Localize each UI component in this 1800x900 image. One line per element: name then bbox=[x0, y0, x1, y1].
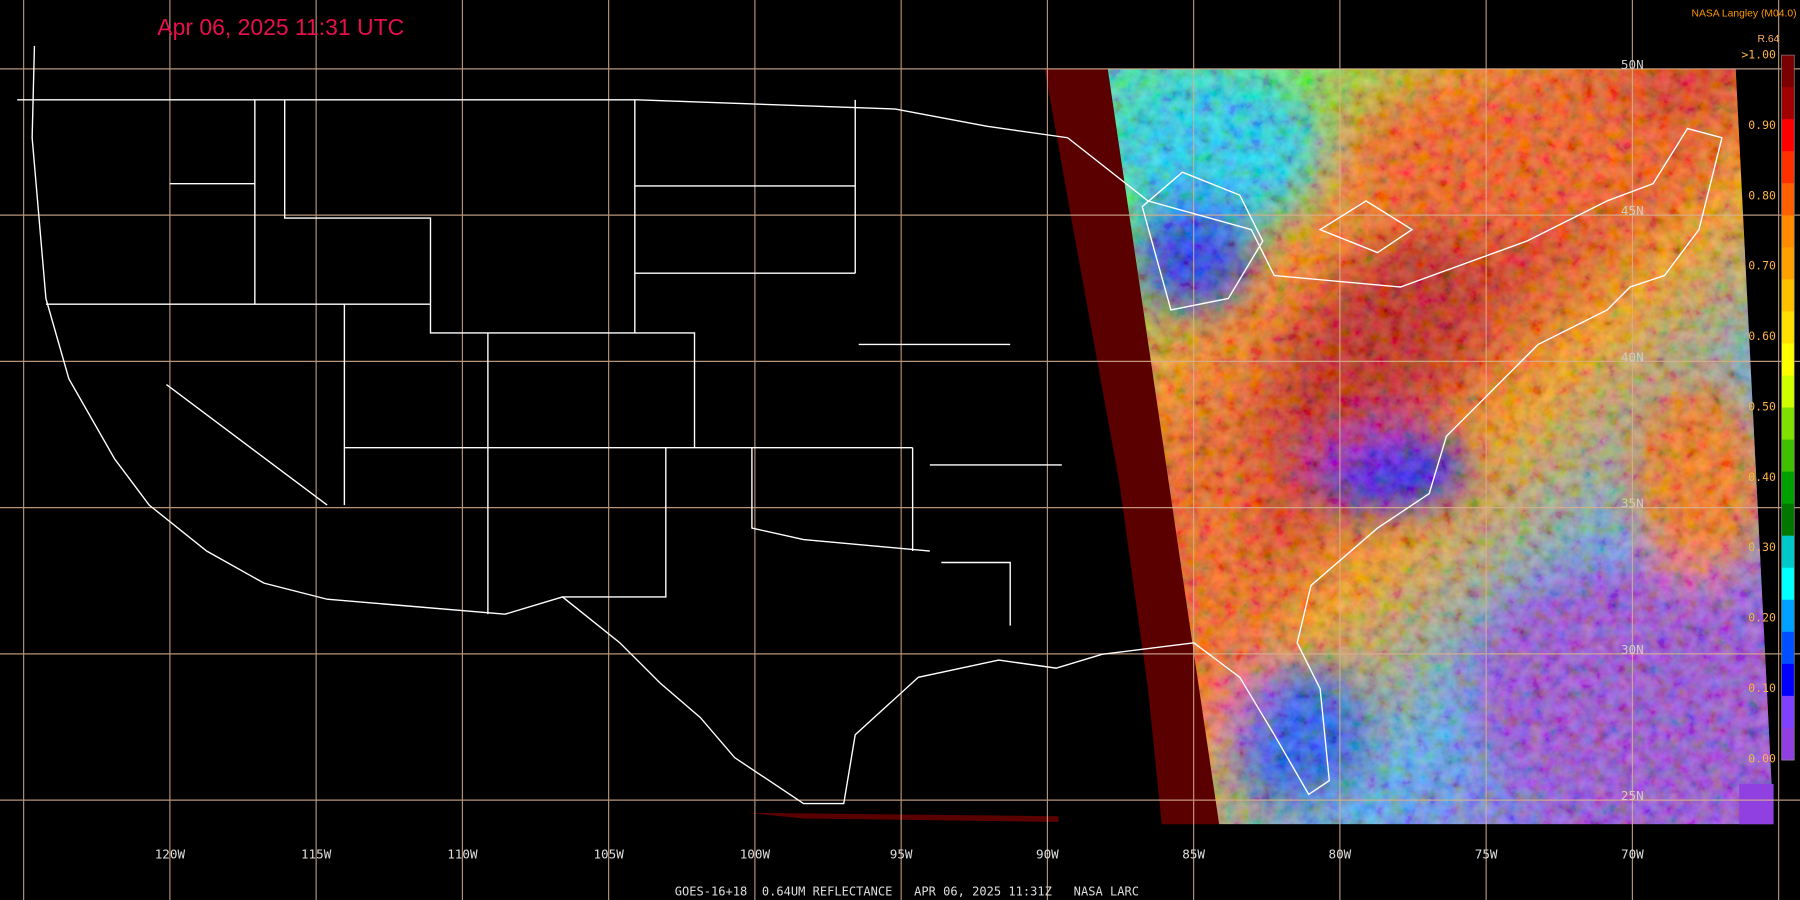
colorbar-segment bbox=[1781, 503, 1795, 537]
source-label: NASA Langley (M04.0) bbox=[1691, 9, 1796, 20]
colorbar-label: 0.70 bbox=[1748, 259, 1776, 273]
longitude-label: 105W bbox=[593, 847, 624, 862]
colorbar-segment bbox=[1781, 567, 1795, 601]
colorbar-segment bbox=[1781, 695, 1795, 729]
colorbar-segment bbox=[1781, 215, 1795, 248]
colorbar-label: 0.50 bbox=[1748, 399, 1776, 413]
colorbar-segment bbox=[1781, 311, 1795, 345]
colorbar-segment bbox=[1781, 183, 1795, 216]
colorbar-segment bbox=[1781, 663, 1795, 697]
colorbar-segment bbox=[1781, 631, 1795, 665]
colorbar-label: 0.20 bbox=[1748, 611, 1776, 625]
no-data-region bbox=[1044, 68, 1220, 825]
colorbar-label: 0.80 bbox=[1748, 188, 1776, 202]
colorbar-label: 0.90 bbox=[1748, 118, 1776, 132]
colorbar-segment bbox=[1781, 599, 1795, 633]
colorbar-segment bbox=[1781, 279, 1795, 312]
product-label: R.64 bbox=[1758, 34, 1780, 45]
longitude-label: 115W bbox=[301, 847, 332, 862]
footer-caption: GOES-16+18 0.64UM REFLECTANCE APR 06, 20… bbox=[675, 884, 1139, 898]
reflectance-swath bbox=[1107, 68, 1774, 825]
latitude-label: 50N bbox=[1621, 57, 1644, 72]
latitude-label: 25N bbox=[1621, 788, 1644, 803]
longitude-label: 75W bbox=[1475, 847, 1498, 862]
no-data-streak bbox=[746, 812, 1059, 822]
latitude-label: 35N bbox=[1621, 496, 1644, 511]
colorbar-label: 0.60 bbox=[1748, 329, 1776, 343]
latitude-label: 45N bbox=[1621, 203, 1644, 218]
colorbar-frame bbox=[1781, 54, 1795, 761]
latitude-label: 40N bbox=[1621, 349, 1644, 364]
colorbar-segment bbox=[1781, 375, 1795, 409]
colorbar-segment bbox=[1781, 727, 1795, 761]
latitude-label: 30N bbox=[1621, 642, 1644, 657]
longitude-label: 95W bbox=[890, 847, 913, 862]
boundaries bbox=[17, 45, 1723, 805]
swath-edge bbox=[1739, 784, 1774, 825]
colorbar-label: >1.00 bbox=[1741, 48, 1776, 62]
colorbar-segment bbox=[1781, 471, 1795, 505]
colorbar-label: 0.40 bbox=[1748, 470, 1776, 484]
colorbar-segment bbox=[1781, 119, 1795, 152]
colorbar: >1.00 0.90 0.80 0.70 0.60 0.50 0.40 0.30 0.20 0.1… bbox=[1741, 48, 1795, 765]
longitude-label: 85W bbox=[1182, 847, 1205, 862]
colorbar-segment bbox=[1781, 535, 1795, 569]
colorbar-segment bbox=[1781, 87, 1795, 120]
longitude-label: 100W bbox=[740, 847, 771, 862]
longitude-label: 120W bbox=[155, 847, 186, 862]
longitude-label: 110W bbox=[447, 847, 478, 862]
longitude-label: 90W bbox=[1036, 847, 1059, 862]
colorbar-label: 0.30 bbox=[1748, 540, 1776, 554]
colorbar-segment bbox=[1781, 55, 1795, 88]
longitude-label: 80W bbox=[1329, 847, 1352, 862]
colorbar-segment bbox=[1781, 151, 1795, 184]
colorbar-label: 0.00 bbox=[1748, 751, 1776, 765]
longitude-label: 70W bbox=[1621, 847, 1644, 862]
colorbar-label: 0.10 bbox=[1748, 681, 1776, 695]
colorbar-segment bbox=[1781, 439, 1795, 473]
colorbar-segment bbox=[1781, 343, 1795, 377]
colorbar-segment bbox=[1781, 407, 1795, 441]
title: Apr 06, 2025 11:31 UTC bbox=[157, 14, 404, 40]
colorbar-segment bbox=[1781, 247, 1795, 280]
